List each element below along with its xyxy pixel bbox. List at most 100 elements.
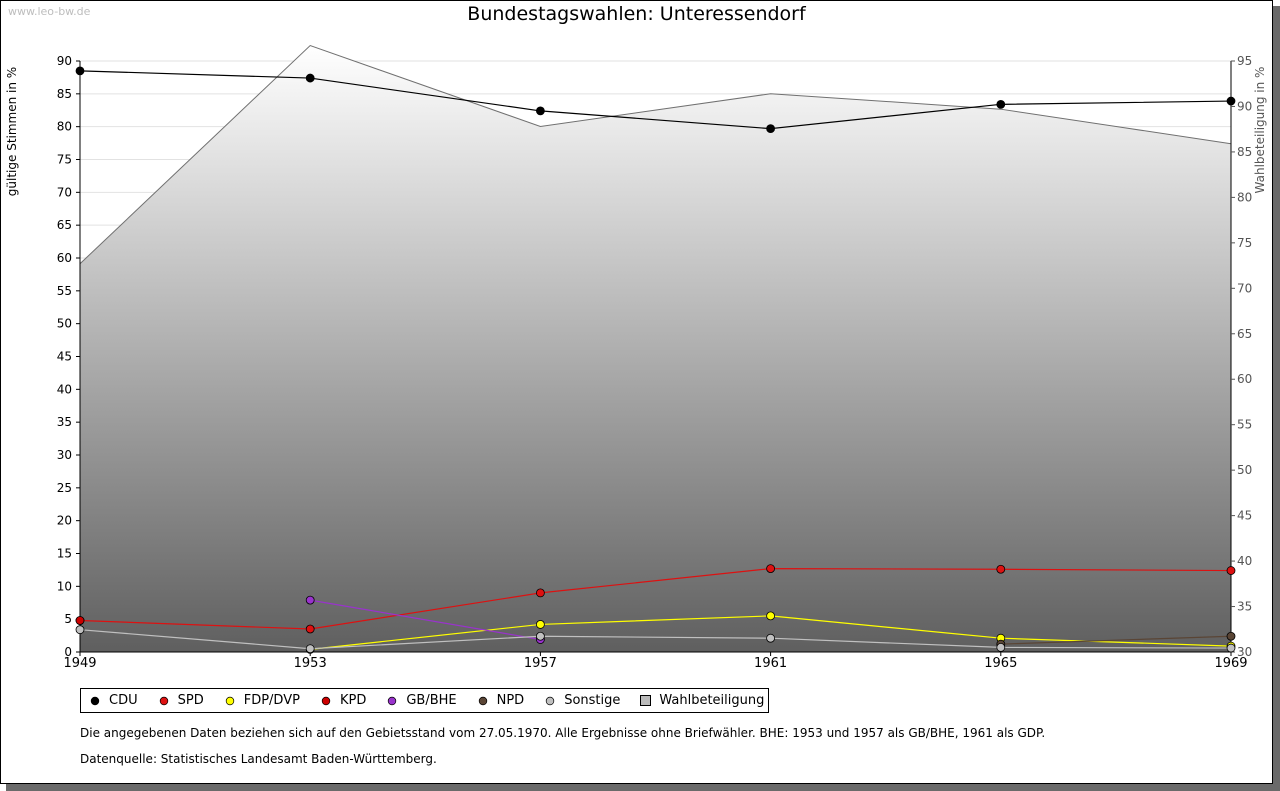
y2-tick-label: 55 — [1237, 418, 1252, 432]
y2-tick-label: 75 — [1237, 236, 1252, 250]
point-kpd — [75, 616, 85, 625]
legend-label: FDP/DVP — [243, 693, 300, 708]
frame-shadow-right — [1273, 6, 1280, 791]
point-spd — [766, 564, 775, 574]
y-tick-label: 70 — [57, 185, 72, 199]
footnote: Die angegebenen Daten beziehen sich auf … — [80, 726, 1046, 740]
legend-label: SPD — [177, 693, 204, 708]
legend-marker — [544, 694, 557, 707]
y-tick-label: 30 — [57, 448, 72, 462]
legend-item-fdp-dvp: FDP/DVP — [218, 693, 300, 708]
legend-item-kpd: KPD — [314, 693, 366, 708]
legend-item-cdu: CDU — [83, 693, 138, 708]
legend-label: Wahlbeteiligung — [659, 693, 765, 708]
legend-marker — [89, 694, 101, 707]
point-spd — [305, 624, 315, 634]
legend-marker — [640, 695, 652, 706]
point-fdp-dvp — [766, 611, 775, 621]
series-line-gb-bhe — [310, 599, 541, 641]
legend: CDU SPD FDP/DVP KPD GB/BHE NPD Sonstige Wahlbet… — [80, 688, 770, 713]
point-spd — [1226, 566, 1236, 575]
legend-marker — [223, 694, 236, 707]
series-line-sonstige — [79, 629, 1232, 650]
point-cdu — [305, 73, 315, 83]
series-line-cdu — [79, 70, 1232, 130]
frame-shadow-bottom — [6, 784, 1280, 791]
y2-tick-label: 65 — [1237, 327, 1252, 341]
y-tick-label: 75 — [57, 153, 72, 167]
y-tick-label: 25 — [57, 481, 72, 495]
area-wahlbeteiligung-outline — [79, 44, 1232, 265]
y-tick-label: 90 — [57, 54, 72, 68]
legend-marker — [157, 694, 170, 707]
point-cdu — [1226, 96, 1236, 106]
point-sonstige — [1226, 643, 1236, 653]
chart-title: Bundestagswahlen: Unteressendorf — [467, 3, 806, 25]
legend-marker — [320, 694, 332, 707]
point-sonstige — [536, 631, 545, 641]
y2-tick-label: 95 — [1237, 54, 1252, 68]
y-tick-label: 60 — [57, 251, 72, 265]
x-tick-label: 1949 — [63, 656, 96, 671]
point-fdp-dvp — [536, 620, 545, 629]
point-sonstige — [766, 633, 775, 643]
y-tick-label: 10 — [57, 579, 72, 593]
y-tick-label: 80 — [57, 120, 72, 134]
point-spd — [536, 588, 545, 598]
series-line-npd — [1000, 635, 1232, 645]
y-tick-label: 50 — [57, 317, 72, 331]
x-tick-label: 1957 — [524, 656, 557, 671]
legend-item-wahlbeteiligung: Wahlbeteiligung — [634, 693, 764, 708]
y-tick-label: 0 — [64, 645, 72, 659]
x-tick-label: 1961 — [754, 656, 787, 671]
point-sonstige — [75, 625, 85, 635]
y2-tick-label: 90 — [1237, 99, 1252, 113]
watermark: www.leo-bw.de — [8, 5, 91, 18]
y-tick-label: 5 — [64, 612, 72, 626]
y2-tick-label: 35 — [1237, 600, 1252, 614]
y2-tick-label: 70 — [1237, 281, 1252, 295]
y-tick-label: 40 — [57, 382, 72, 396]
x-tick-label: 1965 — [984, 656, 1017, 671]
legend-label: KPD — [339, 693, 367, 708]
y-tick-label: 85 — [57, 87, 72, 101]
legend-item-sonstige: Sonstige — [538, 693, 620, 708]
x-tick-label: 1953 — [294, 656, 327, 671]
y2-tick-label: 30 — [1237, 645, 1252, 659]
line-chart: 0 5 10 15 20 25 30 35 40 45 50 55 60 65 70 75 80 85 90 30 35… — [5, 44, 1267, 671]
point-cdu — [996, 99, 1006, 109]
point-npd — [1226, 631, 1236, 641]
y2-tick-label: 85 — [1237, 145, 1252, 159]
legend-marker — [476, 694, 489, 707]
legend-item-spd: SPD — [152, 693, 204, 708]
y-tick-label: 20 — [57, 514, 72, 528]
y-tick-label: 55 — [57, 284, 72, 298]
point-cdu — [766, 124, 775, 134]
y2-tick-label: 45 — [1237, 509, 1252, 523]
y2-tick-label: 40 — [1237, 554, 1252, 568]
area-wahlbeteiligung — [80, 45, 1231, 652]
x-tick-label: 1969 — [1214, 656, 1247, 671]
point-cdu — [75, 66, 85, 76]
legend-label: CDU — [109, 693, 138, 708]
y2-tick-label: 50 — [1237, 463, 1252, 477]
legend-marker — [386, 694, 399, 707]
y-tick-label: 15 — [57, 547, 72, 561]
point-cdu — [536, 106, 545, 116]
series-line-spd — [79, 568, 1232, 630]
y2-tick-label: 60 — [1237, 372, 1252, 386]
legend-item-gb-bhe: GB/BHE — [380, 693, 457, 708]
y2-axis-title: Wahlbeteiligung in % — [1253, 67, 1267, 194]
legend-label: GB/BHE — [406, 693, 457, 708]
legend-item-npd: NPD — [471, 693, 525, 708]
point-sonstige — [996, 643, 1006, 652]
y-tick-label: 45 — [57, 350, 72, 364]
y2-tick-label: 80 — [1237, 190, 1252, 204]
legend-label: NPD — [496, 693, 525, 708]
point-gb-bhe — [305, 595, 315, 605]
point-sonstige — [305, 644, 315, 654]
source-note: Datenquelle: Statistisches Landesamt Bad… — [80, 752, 437, 766]
y-tick-label: 35 — [57, 415, 72, 429]
point-spd — [996, 564, 1006, 574]
y-axis-title: gültige Stimmen in % — [5, 67, 19, 196]
